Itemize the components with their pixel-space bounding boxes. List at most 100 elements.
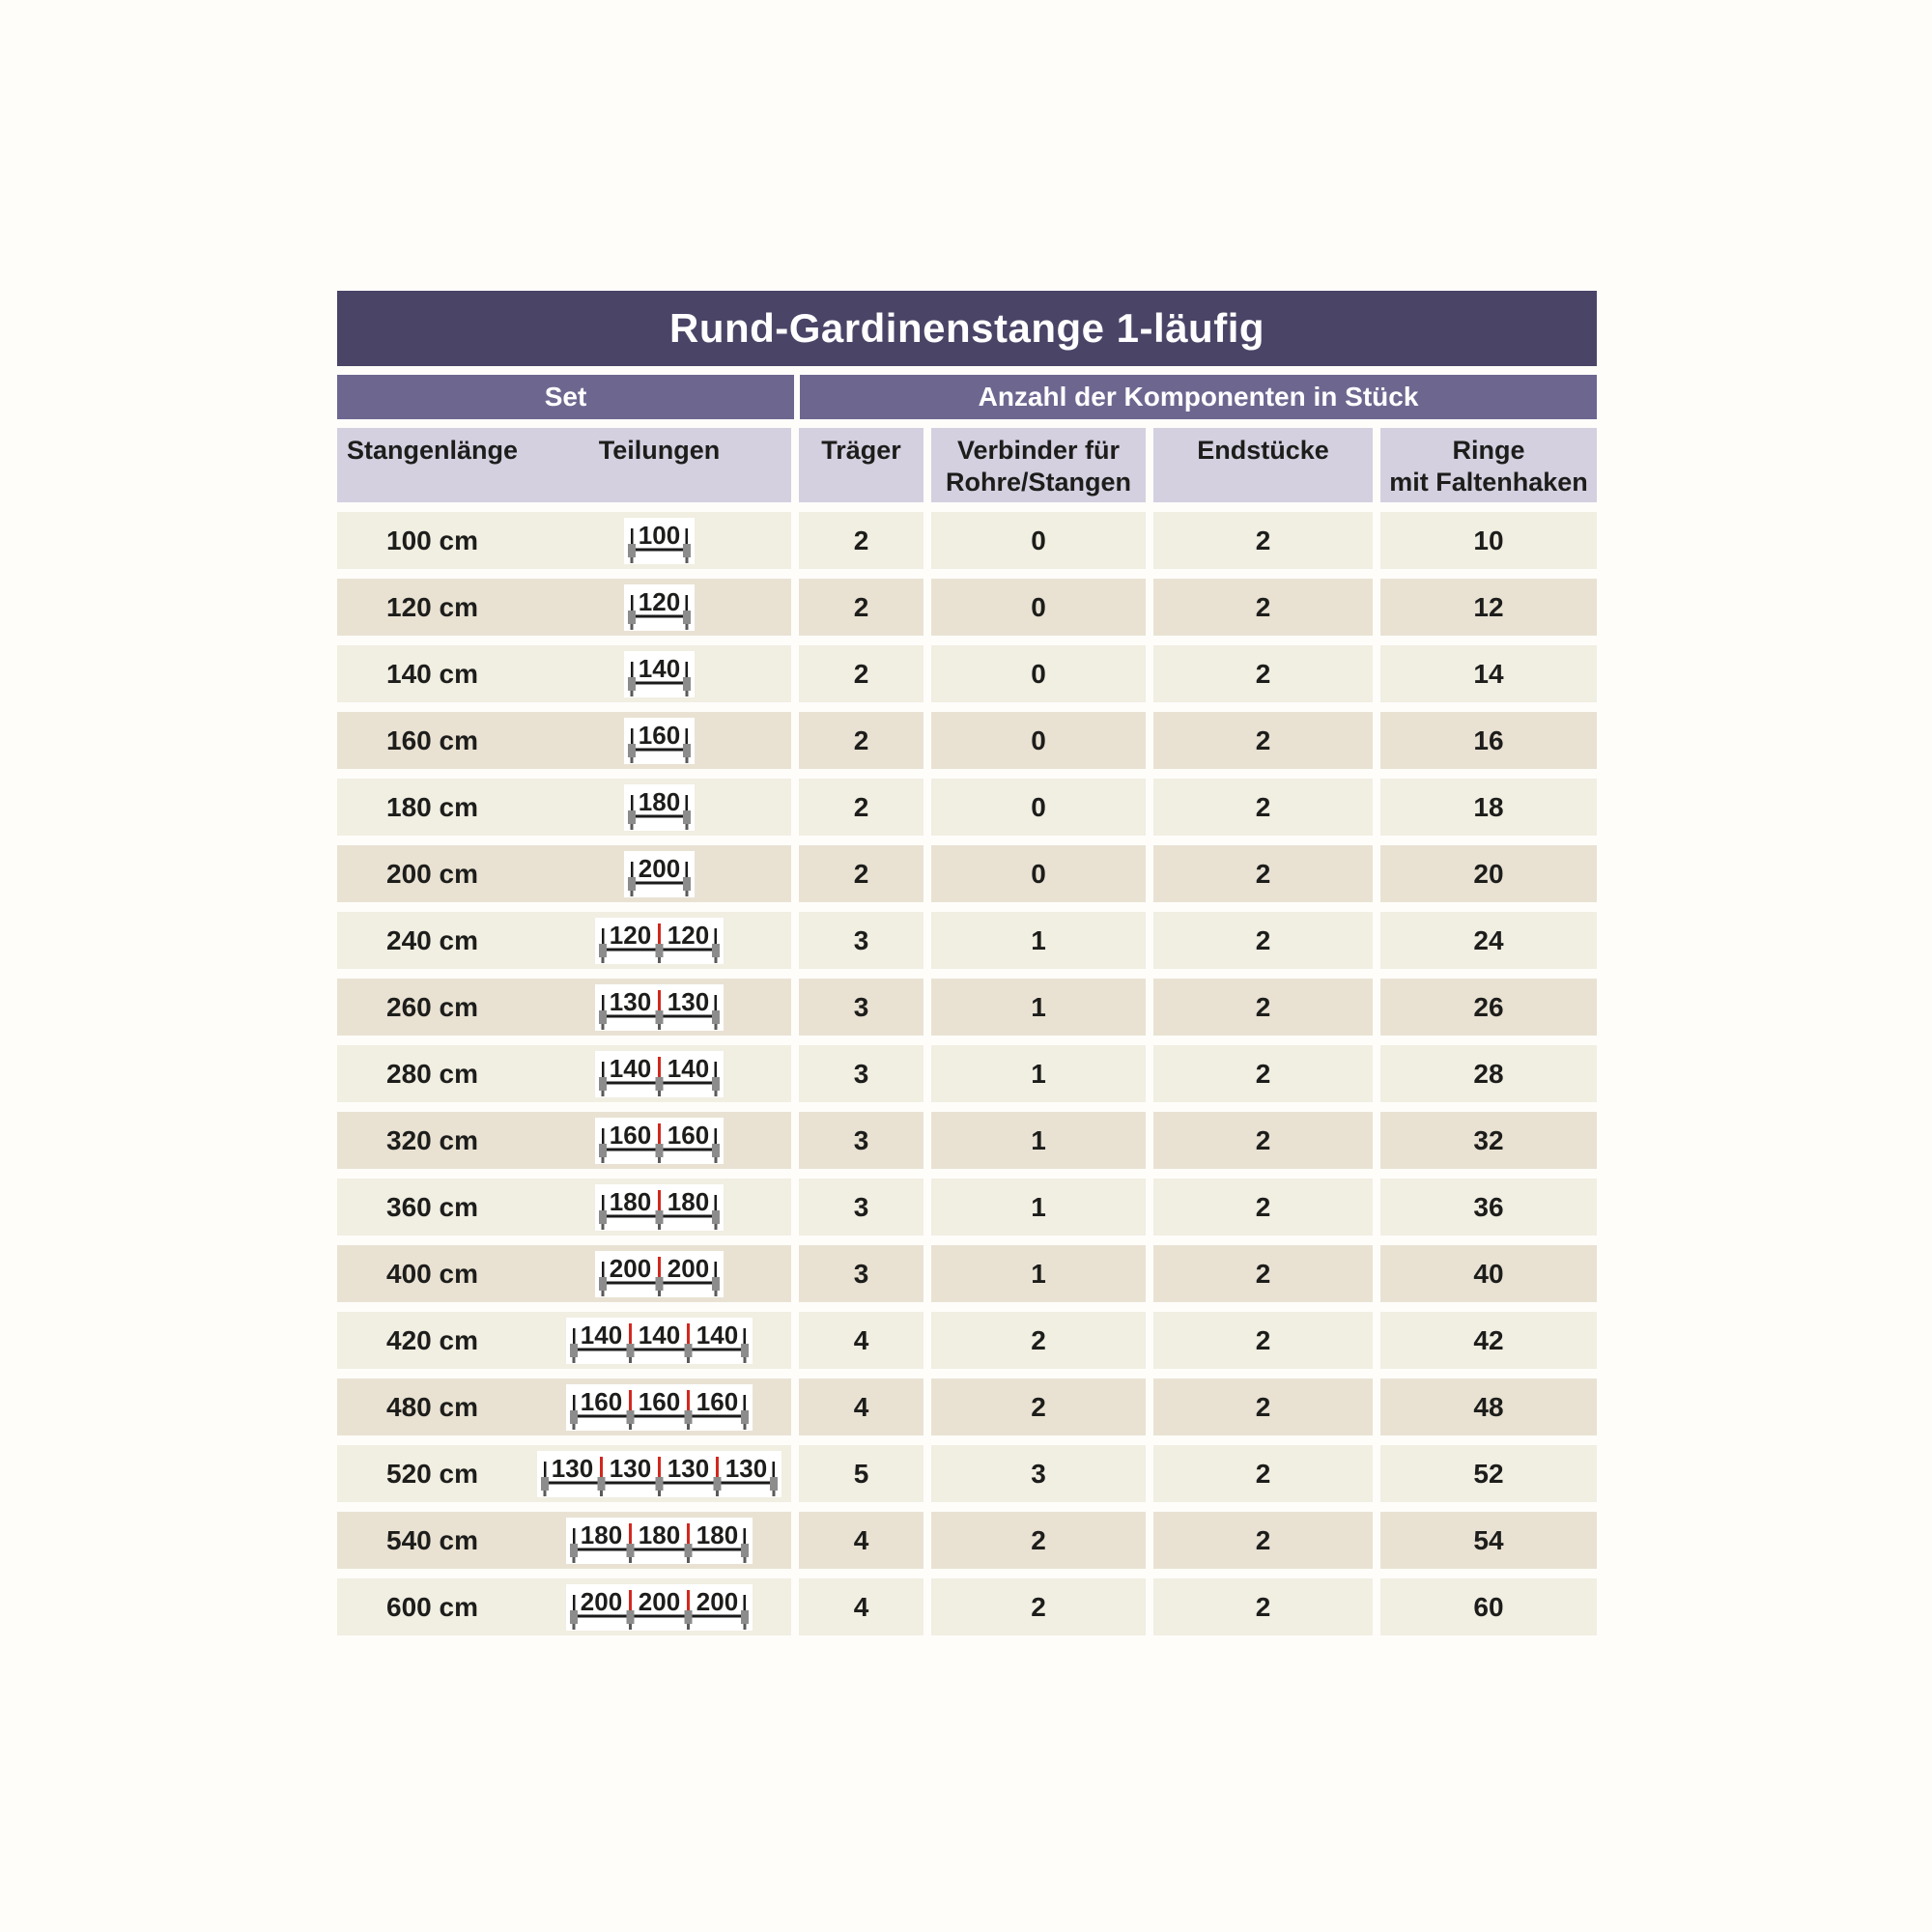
svg-text:130: 130: [610, 1454, 651, 1483]
traeger-value: 2: [799, 779, 923, 836]
table-row: 280 cm 140 140 3 1 2 28: [337, 1045, 1597, 1102]
stangenlaenge-value: 400 cm: [386, 1258, 478, 1289]
section-header-components: Anzahl der Komponenten in Stück: [800, 375, 1597, 419]
verbinder-value: 2: [931, 1312, 1146, 1369]
set-cell: 260 cm 130 130: [337, 979, 791, 1036]
endstuecke-value: 2: [1153, 512, 1373, 569]
stangenlaenge-value: 120 cm: [386, 591, 478, 622]
traeger-value: 2: [799, 579, 923, 636]
stangenlaenge-value: 600 cm: [386, 1591, 478, 1622]
ringe-value: 48: [1380, 1378, 1597, 1435]
column-header-set-group: Stangenlänge Teilungen: [337, 428, 791, 502]
traeger-value: 3: [799, 912, 923, 969]
svg-text:140: 140: [668, 1054, 709, 1083]
svg-text:130: 130: [668, 987, 709, 1016]
endstuecke-value: 2: [1153, 645, 1373, 702]
verbinder-value: 0: [931, 712, 1146, 769]
svg-text:140: 140: [639, 654, 680, 683]
ringe-value: 32: [1380, 1112, 1597, 1169]
traeger-value: 2: [799, 512, 923, 569]
set-cell: 420 cm 140 140 140: [337, 1312, 791, 1369]
verbinder-value: 1: [931, 1112, 1146, 1169]
svg-text:180: 180: [696, 1520, 738, 1549]
svg-text:140: 140: [696, 1321, 738, 1350]
svg-text:130: 130: [725, 1454, 767, 1483]
ringe-value: 24: [1380, 912, 1597, 969]
svg-text:100: 100: [639, 521, 680, 550]
verbinder-value: 1: [931, 912, 1146, 969]
verbinder-value: 2: [931, 1512, 1146, 1569]
verbinder-value: 0: [931, 779, 1146, 836]
stangenlaenge-value: 200 cm: [386, 858, 478, 889]
stangenlaenge-value: 240 cm: [386, 924, 478, 955]
svg-text:200: 200: [581, 1587, 622, 1616]
svg-text:130: 130: [668, 1454, 709, 1483]
svg-text:140: 140: [581, 1321, 622, 1350]
endstuecke-value: 2: [1153, 779, 1373, 836]
endstuecke-value: 2: [1153, 1045, 1373, 1102]
traeger-value: 2: [799, 712, 923, 769]
set-cell: 100 cm 100: [337, 512, 791, 569]
teilungen-diagram: 130 130: [595, 983, 724, 1031]
curtain-rod-spec-table: Rund-Gardinenstange 1-läufig Set Anzahl …: [337, 291, 1597, 1635]
verbinder-value: 0: [931, 512, 1146, 569]
ringe-value: 52: [1380, 1445, 1597, 1502]
svg-text:120: 120: [610, 921, 651, 950]
teilungen-diagram: 120 120: [595, 917, 724, 964]
column-header-ringe: Ringe mit Faltenhaken: [1380, 428, 1597, 502]
svg-text:160: 160: [696, 1387, 738, 1416]
svg-text:200: 200: [668, 1254, 709, 1283]
svg-text:160: 160: [581, 1387, 622, 1416]
column-header-verbinder: Verbinder für Rohre/Stangen: [931, 428, 1146, 502]
endstuecke-value: 2: [1153, 1179, 1373, 1236]
teilungen-diagram: 180 180 180: [566, 1517, 753, 1564]
stangenlaenge-value: 100 cm: [386, 525, 478, 555]
teilungen-diagram: 100: [624, 517, 695, 564]
verbinder-value: 1: [931, 1245, 1146, 1302]
stangenlaenge-value: 360 cm: [386, 1191, 478, 1222]
svg-text:180: 180: [610, 1187, 651, 1216]
table-row: 400 cm 200 200 3 1 2 40: [337, 1245, 1597, 1302]
ringe-value: 12: [1380, 579, 1597, 636]
traeger-value: 3: [799, 1245, 923, 1302]
column-header-row: Stangenlänge Teilungen Träger Verbinder …: [337, 428, 1597, 502]
svg-text:180: 180: [639, 1520, 680, 1549]
teilungen-diagram: 180: [624, 783, 695, 831]
stangenlaenge-value: 320 cm: [386, 1124, 478, 1155]
ringe-value: 36: [1380, 1179, 1597, 1236]
stangenlaenge-value: 480 cm: [386, 1391, 478, 1422]
verbinder-value: 0: [931, 645, 1146, 702]
column-header-traeger: Träger: [799, 428, 923, 502]
verbinder-value: 1: [931, 1179, 1146, 1236]
ringe-value: 54: [1380, 1512, 1597, 1569]
set-cell: 280 cm 140 140: [337, 1045, 791, 1102]
teilungen-diagram: 140: [624, 650, 695, 697]
ringe-value: 42: [1380, 1312, 1597, 1369]
teilungen-diagram: 120: [624, 583, 695, 631]
traeger-value: 2: [799, 845, 923, 902]
set-cell: 240 cm 120 120: [337, 912, 791, 969]
endstuecke-value: 2: [1153, 1112, 1373, 1169]
traeger-value: 4: [799, 1512, 923, 1569]
endstuecke-value: 2: [1153, 1512, 1373, 1569]
table-title: Rund-Gardinenstange 1-läufig: [337, 291, 1597, 366]
table-row: 140 cm 140 2 0 2 14: [337, 645, 1597, 702]
table-row: 160 cm 160 2 0 2 16: [337, 712, 1597, 769]
set-cell: 480 cm 160 160 160: [337, 1378, 791, 1435]
svg-text:160: 160: [639, 721, 680, 750]
table-row: 240 cm 120 120 3 1 2 24: [337, 912, 1597, 969]
svg-text:130: 130: [552, 1454, 593, 1483]
svg-text:160: 160: [668, 1121, 709, 1150]
endstuecke-value: 2: [1153, 1312, 1373, 1369]
endstuecke-value: 2: [1153, 1445, 1373, 1502]
svg-text:200: 200: [639, 854, 680, 883]
stangenlaenge-value: 420 cm: [386, 1324, 478, 1355]
set-cell: 540 cm 180 180 180: [337, 1512, 791, 1569]
teilungen-diagram: 140 140 140: [566, 1317, 753, 1364]
verbinder-value: 0: [931, 845, 1146, 902]
verbinder-value: 2: [931, 1378, 1146, 1435]
svg-text:120: 120: [639, 587, 680, 616]
set-cell: 360 cm 180 180: [337, 1179, 791, 1236]
svg-text:180: 180: [581, 1520, 622, 1549]
ringe-value: 18: [1380, 779, 1597, 836]
